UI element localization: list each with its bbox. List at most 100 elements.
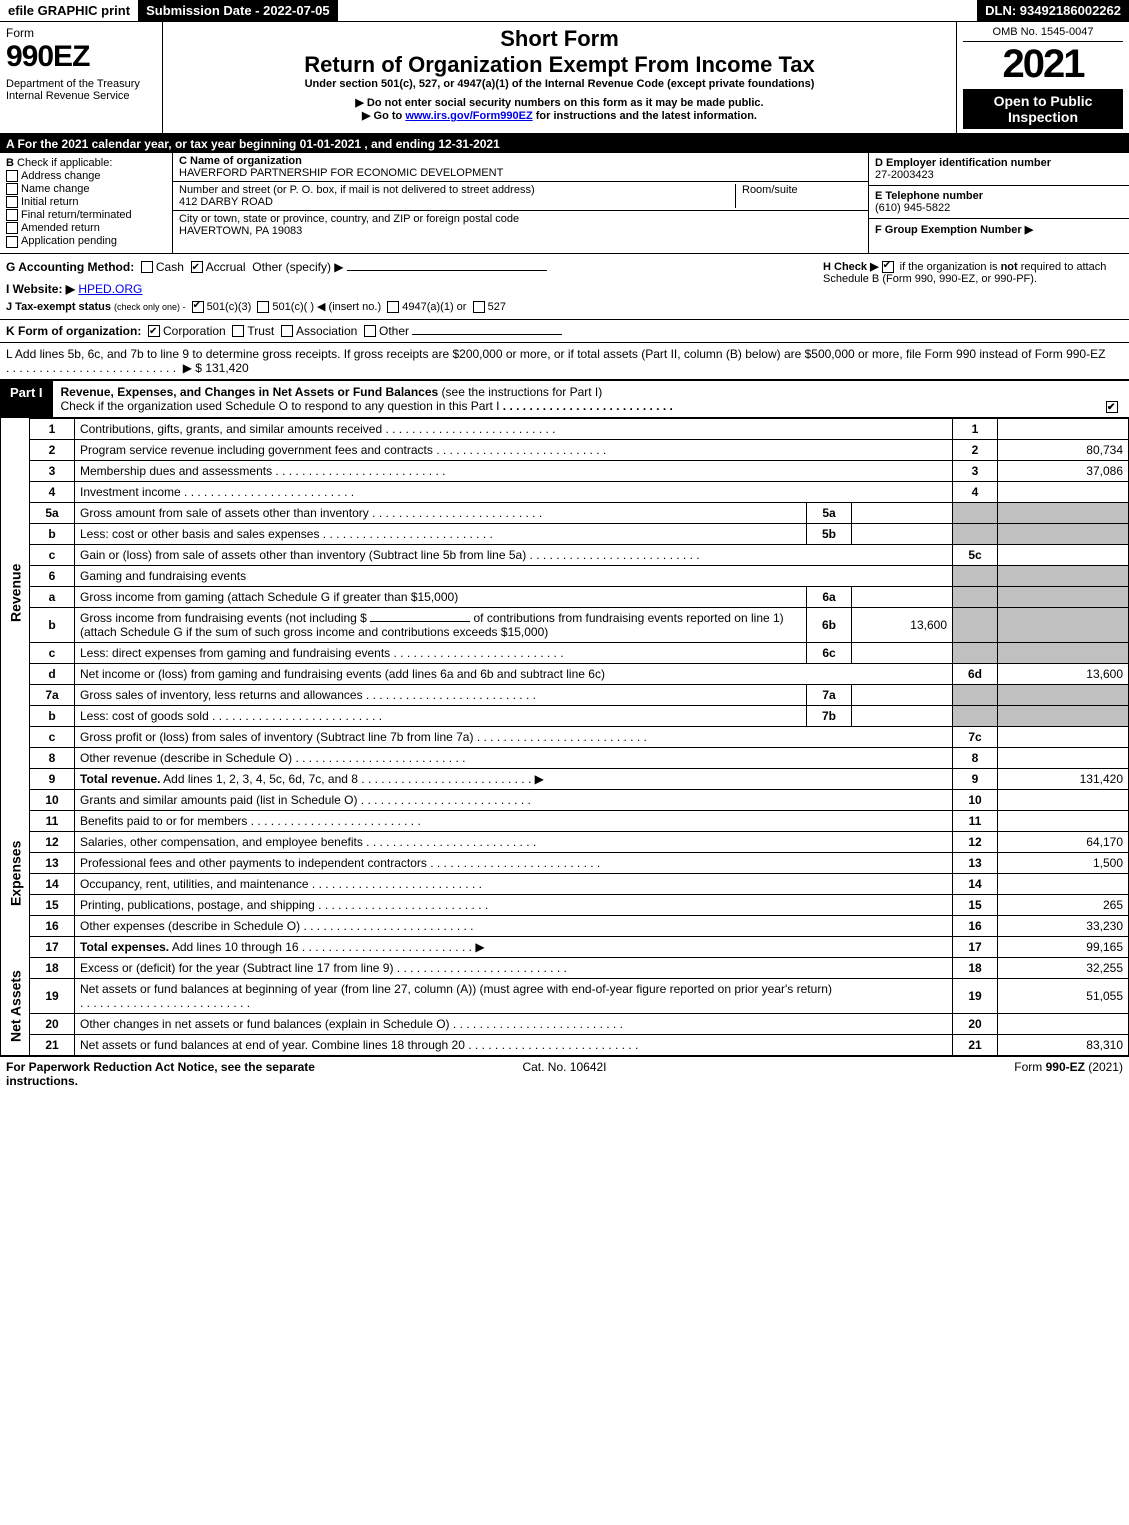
line-5a-sv <box>852 502 953 523</box>
chk-final-return[interactable]: Final return/terminated <box>6 209 166 221</box>
line-6-desc: Gaming and fundraising events <box>75 565 953 586</box>
l-arrow: ▶ $ <box>183 361 202 375</box>
section-de: D Employer identification number 27-2003… <box>868 153 1129 253</box>
l-text: L Add lines 5b, 6c, and 7b to line 9 to … <box>6 347 1105 361</box>
chk-accrual[interactable] <box>191 261 203 273</box>
efile-label[interactable]: efile GRAPHIC print <box>0 0 138 21</box>
c-addr-cell: Number and street (or P. O. box, if mail… <box>173 182 868 211</box>
part1-table: Revenue 1 Contributions, gifts, grants, … <box>0 418 1129 1056</box>
line-6c-rv-grey <box>998 642 1129 663</box>
e-cell: E Telephone number (610) 945-5822 <box>869 186 1129 219</box>
chk-application-pending[interactable]: Application pending <box>6 235 166 247</box>
chk-initial-return[interactable]: Initial return <box>6 196 166 208</box>
f-cell: F Group Exemption Number ▶ <box>869 219 1129 240</box>
chk-527[interactable] <box>473 301 485 313</box>
line-12-num: 12 <box>30 831 75 852</box>
d-label: D Employer identification number <box>875 157 1123 169</box>
line-9-num: 9 <box>30 768 75 789</box>
e-label: E Telephone number <box>875 190 1123 202</box>
chk-address-change[interactable]: Address change <box>6 170 166 182</box>
g-other-label: Other (specify) ▶ <box>252 260 343 274</box>
line-7c-num: c <box>30 726 75 747</box>
chk-name-change[interactable]: Name change <box>6 183 166 195</box>
f-label: F Group Exemption Number ▶ <box>875 223 1123 236</box>
line-5b-rv-grey <box>998 523 1129 544</box>
line-7c-desc: Gross profit or (loss) from sales of inv… <box>75 726 953 747</box>
line-4-num: 4 <box>30 481 75 502</box>
chk-cash[interactable] <box>141 261 153 273</box>
form-header: Form 990EZ Department of the TreasuryInt… <box>0 22 1129 135</box>
line-15-desc: Printing, publications, postage, and shi… <box>75 894 953 915</box>
chk-amended-return[interactable]: Amended return <box>6 222 166 234</box>
line-6a-sn: 6a <box>807 586 852 607</box>
line-6d-num: d <box>30 663 75 684</box>
line-6-num: 6 <box>30 565 75 586</box>
k-label: K Form of organization: <box>6 324 141 338</box>
form-word: Form <box>6 26 156 40</box>
line-6d-rn: 6d <box>953 663 998 684</box>
line-12-desc: Salaries, other compensation, and employ… <box>75 831 953 852</box>
line-10-num: 10 <box>30 789 75 810</box>
line-4-val <box>998 481 1129 502</box>
line-6b-rv-grey <box>998 607 1129 642</box>
line-17-rn: 17 <box>953 936 998 957</box>
line-11-num: 11 <box>30 810 75 831</box>
line-14-num: 14 <box>30 873 75 894</box>
line-6a-desc: Gross income from gaming (attach Schedul… <box>75 586 807 607</box>
line-5b-desc: Less: cost or other basis and sales expe… <box>75 523 807 544</box>
line-6a-num: a <box>30 586 75 607</box>
line-6c-sv <box>852 642 953 663</box>
irs-link[interactable]: www.irs.gov/Form990EZ <box>405 110 532 122</box>
line-13-val: 1,500 <box>998 852 1129 873</box>
section-c: C Name of organization HAVERFORD PARTNER… <box>173 153 868 253</box>
short-form-title: Short Form <box>169 26 950 52</box>
chk-501c[interactable] <box>257 301 269 313</box>
k-other-input[interactable] <box>412 334 562 335</box>
line-8-num: 8 <box>30 747 75 768</box>
chk-501c3[interactable] <box>192 301 204 313</box>
website-link[interactable]: HPED.ORG <box>78 282 142 296</box>
expenses-side-label: Expenses <box>1 789 30 957</box>
line-1-desc: Contributions, gifts, grants, and simila… <box>75 418 953 439</box>
chk-other-org[interactable] <box>364 325 376 337</box>
line-5b-rn-grey <box>953 523 998 544</box>
line-5c-desc: Gain or (loss) from sale of assets other… <box>75 544 953 565</box>
line-7a-rv-grey <box>998 684 1129 705</box>
rev-side-spacer <box>1 768 30 789</box>
line-6b-blank[interactable] <box>370 621 470 622</box>
line-14-val <box>998 873 1129 894</box>
line-18-val: 32,255 <box>998 957 1129 978</box>
chk-association[interactable] <box>281 325 293 337</box>
chk-trust[interactable] <box>232 325 244 337</box>
line-7b-sn: 7b <box>807 705 852 726</box>
chk-4947[interactable] <box>387 301 399 313</box>
line-15-val: 265 <box>998 894 1129 915</box>
line-21-val: 83,310 <box>998 1034 1129 1055</box>
line-11-desc: Benefits paid to or for members <box>75 810 953 831</box>
line-1-rn: 1 <box>953 418 998 439</box>
line-10-desc: Grants and similar amounts paid (list in… <box>75 789 953 810</box>
header-center: Short Form Return of Organization Exempt… <box>163 22 956 133</box>
line-3-rn: 3 <box>953 460 998 481</box>
line-18-num: 18 <box>30 957 75 978</box>
line-2-desc: Program service revenue including govern… <box>75 439 953 460</box>
dln-label: DLN: 93492186002262 <box>977 0 1129 21</box>
line-3-desc: Membership dues and assessments <box>75 460 953 481</box>
g-other-input[interactable] <box>347 270 547 271</box>
line-2-val: 80,734 <box>998 439 1129 460</box>
subtitle: Under section 501(c), 527, or 4947(a)(1)… <box>169 78 950 90</box>
c-city-label: City or town, state or province, country… <box>179 213 862 225</box>
line-14-desc: Occupancy, rent, utilities, and maintena… <box>75 873 953 894</box>
chk-corporation[interactable] <box>148 325 160 337</box>
line-5b-num: b <box>30 523 75 544</box>
org-name: HAVERFORD PARTNERSHIP FOR ECONOMIC DEVEL… <box>179 167 862 179</box>
line-13-num: 13 <box>30 852 75 873</box>
main-title: Return of Organization Exempt From Incom… <box>169 52 950 78</box>
chk-h[interactable] <box>882 261 894 273</box>
line-18-rn: 18 <box>953 957 998 978</box>
arrow-note-1: ▶ Do not enter social security numbers o… <box>169 96 950 109</box>
line-7c-val <box>998 726 1129 747</box>
h-block: H Check ▶ if the organization is not req… <box>823 260 1123 313</box>
line-18-desc: Excess or (deficit) for the year (Subtra… <box>75 957 953 978</box>
chk-schedule-o[interactable] <box>1106 401 1118 413</box>
